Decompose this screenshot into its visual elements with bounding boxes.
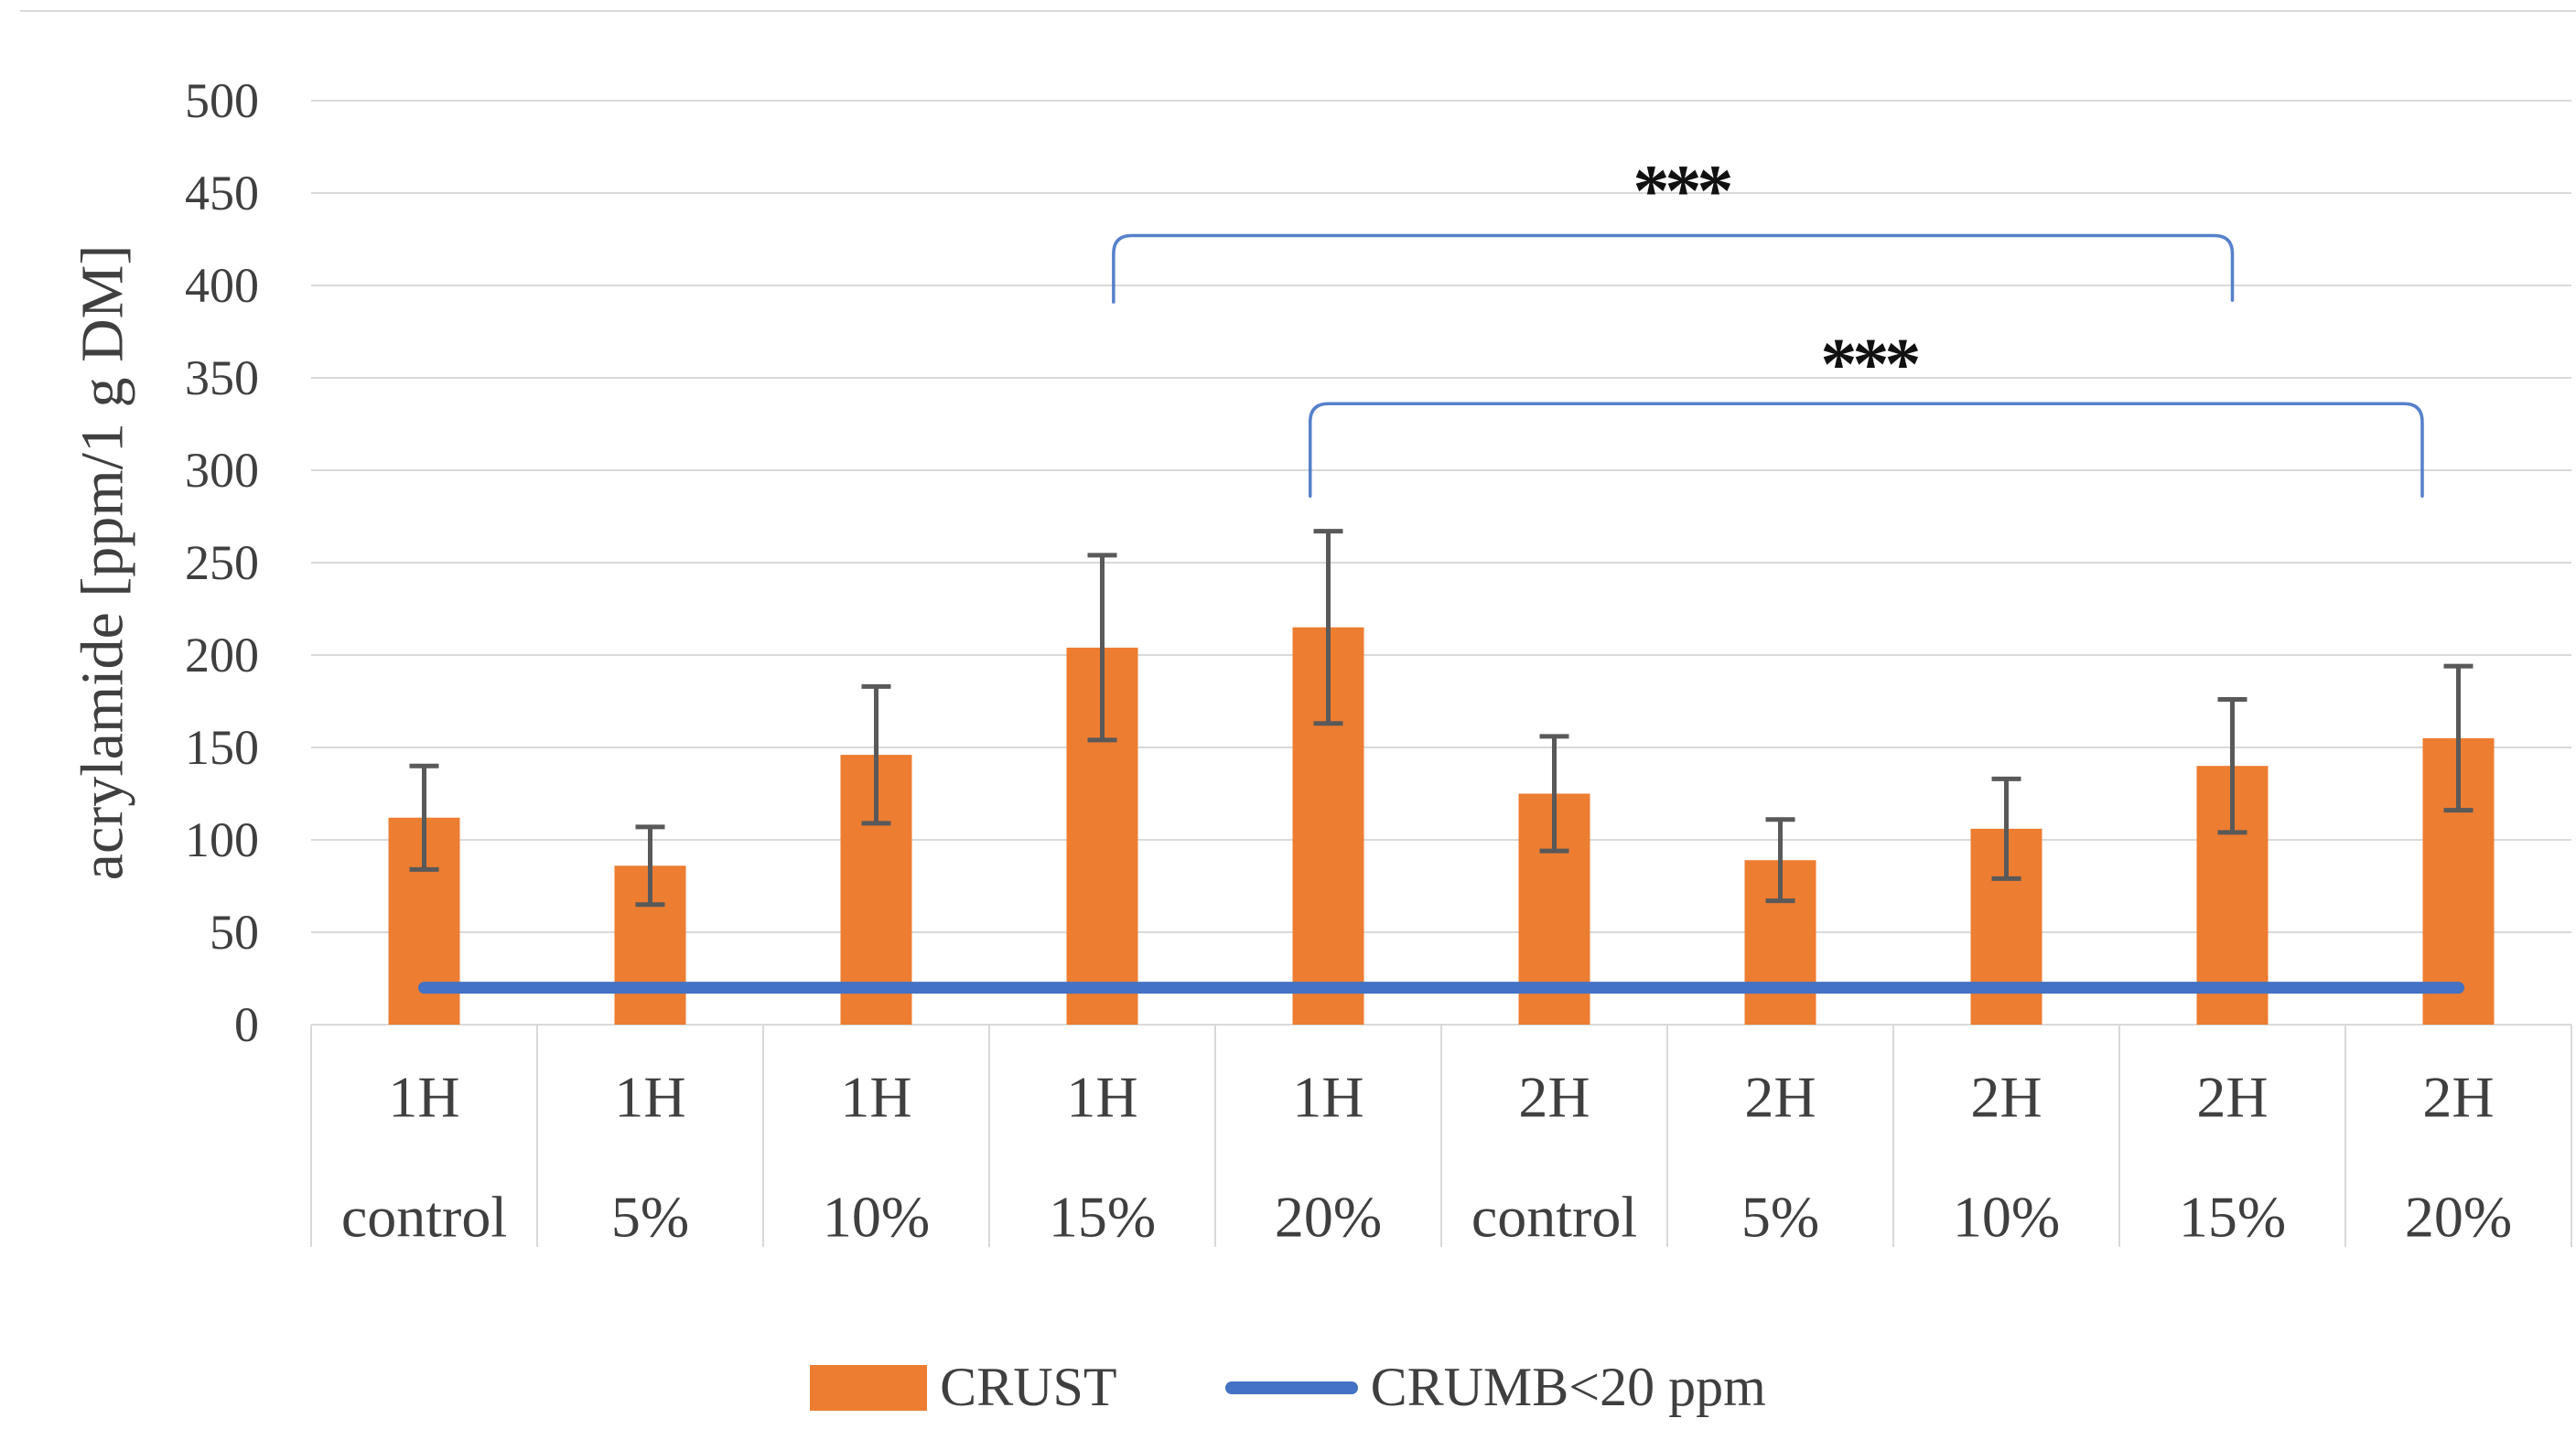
category-treatment-label-10: 20% xyxy=(2405,1185,2512,1250)
legend: CRUST CRUMB<20 ppm xyxy=(0,1356,2576,1419)
category-time-label-7: 2H xyxy=(1744,1065,1816,1130)
category-treatment-label-4: 15% xyxy=(1049,1185,1156,1250)
gridlines xyxy=(311,100,2571,1026)
y-tick-label-200: 200 xyxy=(185,628,259,682)
y-tick-label-250: 250 xyxy=(185,535,259,590)
legend-label-crust: CRUST xyxy=(940,1357,1117,1417)
error-bar-6 xyxy=(1539,734,1569,854)
error-bar-5 xyxy=(1313,529,1343,726)
crust-bars xyxy=(388,627,2495,1025)
error-bar-3 xyxy=(861,683,891,826)
category-time-label-10: 2H xyxy=(2422,1065,2494,1130)
category-treatment-label-3: 10% xyxy=(823,1185,930,1250)
legend-label-crumb: CRUMB<20 ppm xyxy=(1370,1357,1766,1417)
significance-brackets: *** *** xyxy=(1112,151,2424,499)
category-time-label-2: 1H xyxy=(614,1065,685,1130)
error-bars xyxy=(409,529,2474,908)
crust-swatch xyxy=(810,1364,928,1411)
category-time-label-4: 1H xyxy=(1066,1065,1137,1130)
y-tick-labels: 0 50 100 150 200 250 300 350 400 450 500 xyxy=(185,73,259,1052)
error-bar-9 xyxy=(2217,696,2247,835)
category-time-label-8: 2H xyxy=(1970,1065,2042,1130)
y-tick-label-450: 450 xyxy=(185,166,259,220)
y-axis-title-group: acrylamide [ppm/1 g DM] xyxy=(70,245,136,881)
category-treatment-label-2: 5% xyxy=(611,1185,689,1250)
y-tick-label-400: 400 xyxy=(185,258,259,313)
category-time-label-5: 1H xyxy=(1292,1065,1363,1130)
category-time-label-1: 1H xyxy=(388,1065,459,1130)
category-table: 1H 1H 1H 1H 1H 2H 2H 2H 2H 2H control 5% 10% 15% 20% co… xyxy=(310,1025,2572,1250)
category-time-label-6: 2H xyxy=(1518,1065,1590,1130)
y-tick-label-0: 0 xyxy=(234,997,259,1052)
category-time-label-3: 1H xyxy=(840,1065,911,1130)
y-axis-title: acrylamide [ppm/1 g DM] xyxy=(70,245,136,881)
legend-item-crumb: CRUMB<20 ppm xyxy=(1224,1356,1766,1419)
error-bar-4 xyxy=(1087,553,1117,743)
error-bar-7 xyxy=(1765,817,1795,904)
category-treatment-label-8: 10% xyxy=(1953,1185,2060,1250)
category-treatment-label-9: 15% xyxy=(2179,1185,2286,1250)
category-treatment-label-7: 5% xyxy=(1741,1185,1819,1250)
significance-stars-2: *** xyxy=(1820,325,1918,405)
y-tick-label-500: 500 xyxy=(185,73,259,128)
significance-bracket-2 xyxy=(1308,402,2424,499)
significance-bracket-1 xyxy=(1112,233,2235,304)
y-tick-label-150: 150 xyxy=(185,720,259,775)
significance-stars-1: *** xyxy=(1633,151,1730,231)
category-treatment-label-1: control xyxy=(341,1185,507,1250)
error-bar-2 xyxy=(635,824,665,908)
legend-item-crust: CRUST xyxy=(810,1356,1117,1419)
y-tick-label-50: 50 xyxy=(210,905,259,960)
y-tick-label-350: 350 xyxy=(185,350,259,405)
error-bar-8 xyxy=(1991,776,2021,881)
category-treatment-label-5: 20% xyxy=(1275,1185,1382,1250)
y-tick-label-100: 100 xyxy=(185,812,259,867)
crumb-line-swatch xyxy=(1224,1381,1358,1394)
category-time-label-9: 2H xyxy=(2196,1065,2268,1130)
category-treatment-label-6: control xyxy=(1471,1185,1637,1250)
y-tick-label-300: 300 xyxy=(185,443,259,498)
error-bar-10 xyxy=(2443,663,2474,813)
error-bar-1 xyxy=(409,763,439,872)
